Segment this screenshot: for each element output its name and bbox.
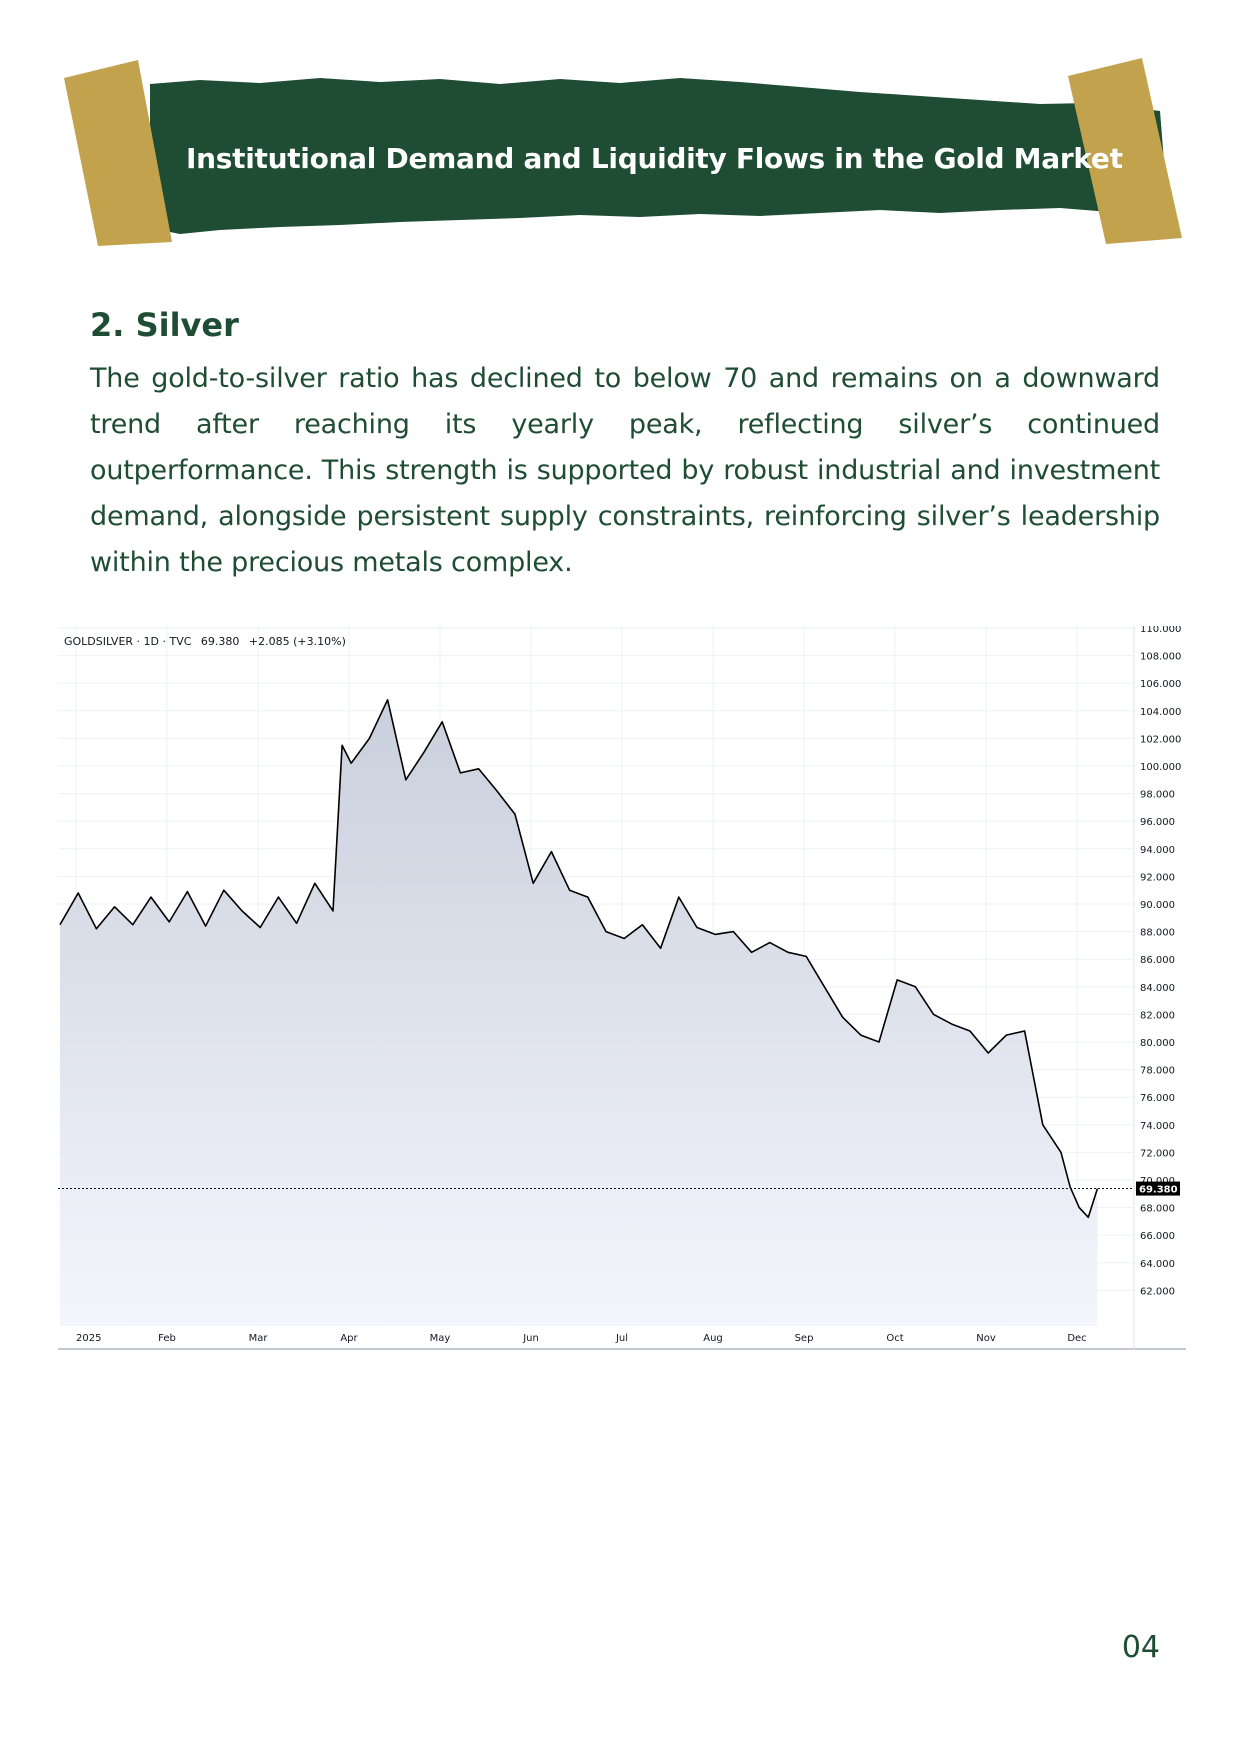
x-tick-label: Jun xyxy=(522,1333,539,1344)
time-axis: 2025 Feb Mar Apr May Jun Jul Aug Sep Oct Nov Dec xyxy=(76,1333,1087,1344)
y-tick-label: 84.000 xyxy=(1140,983,1175,994)
x-tick-label: Feb xyxy=(158,1333,176,1344)
y-tick-label: 104.000 xyxy=(1140,707,1181,718)
x-tick-label: Oct xyxy=(886,1333,903,1344)
y-tick-label: 72.000 xyxy=(1140,1148,1175,1159)
chart-symbol: GOLDSILVER · 1D · TVC xyxy=(64,635,192,648)
section-heading: 2. Silver xyxy=(90,306,239,344)
y-tick-label: 90.000 xyxy=(1140,900,1175,911)
tape-right xyxy=(1068,58,1182,244)
y-tick-label: 96.000 xyxy=(1140,817,1175,828)
y-tick-label: 70.000 xyxy=(1140,1176,1175,1187)
tape-left xyxy=(64,60,172,246)
y-tick-label: 66.000 xyxy=(1140,1231,1175,1242)
area-fill xyxy=(60,699,1098,1326)
chart-change: +2.085 (+3.10%) xyxy=(248,635,346,648)
y-tick-label: 92.000 xyxy=(1140,872,1175,883)
y-tick-label: 76.000 xyxy=(1140,1093,1175,1104)
page-number: 04 xyxy=(1121,1630,1160,1665)
banner-ribbon xyxy=(150,78,1168,234)
section-body: The gold-to-silver ratio has declined to… xyxy=(90,363,1160,578)
ratio-chart: 62.000 64.000 66.000 68.000 70.000 72.000 74.0… xyxy=(58,626,1186,1350)
x-tick-label: Nov xyxy=(976,1333,996,1344)
x-tick-label: 2025 xyxy=(76,1333,101,1344)
y-tick-label: 78.000 xyxy=(1140,1066,1175,1077)
chart-last-value: 69.380 xyxy=(200,635,240,648)
y-tick-label: 108.000 xyxy=(1140,652,1181,663)
y-tick-label: 80.000 xyxy=(1140,1038,1175,1049)
x-tick-label: Aug xyxy=(703,1333,723,1344)
y-tick-label: 100.000 xyxy=(1140,762,1181,773)
x-tick-label: Dec xyxy=(1067,1333,1086,1344)
y-tick-label: 88.000 xyxy=(1140,928,1175,939)
banner-title: Institutional Demand and Liquidity Flows… xyxy=(186,142,1123,175)
last-price-label: 69.380 xyxy=(1139,1185,1178,1196)
x-tick-label: Apr xyxy=(340,1333,358,1344)
y-tick-label: 74.000 xyxy=(1140,1121,1175,1132)
header-banner xyxy=(64,58,1182,246)
x-tick-label: Jul xyxy=(615,1333,628,1344)
x-tick-label: May xyxy=(430,1333,451,1344)
last-price-tag: 69.380 xyxy=(1136,1181,1180,1196)
y-tick-label: 68.000 xyxy=(1140,1204,1175,1215)
chart-header: GOLDSILVER · 1D · TVC 69.380 +2.085 (+3.… xyxy=(64,635,352,648)
y-tick-label: 110.000 xyxy=(1140,626,1181,635)
y-tick-label: 62.000 xyxy=(1140,1286,1175,1297)
y-tick-label: 106.000 xyxy=(1140,679,1181,690)
y-tick-label: 102.000 xyxy=(1140,734,1181,745)
price-axis: 62.000 64.000 66.000 68.000 70.000 72.000 74.0… xyxy=(1140,626,1181,1297)
y-tick-label: 94.000 xyxy=(1140,845,1175,856)
y-tick-label: 82.000 xyxy=(1140,1010,1175,1021)
y-tick-label: 86.000 xyxy=(1140,955,1175,966)
x-tick-label: Sep xyxy=(795,1333,814,1344)
x-tick-label: Mar xyxy=(249,1333,269,1344)
series-line xyxy=(59,699,1099,1219)
y-tick-label: 98.000 xyxy=(1140,790,1175,801)
y-tick-label: 64.000 xyxy=(1140,1259,1175,1270)
